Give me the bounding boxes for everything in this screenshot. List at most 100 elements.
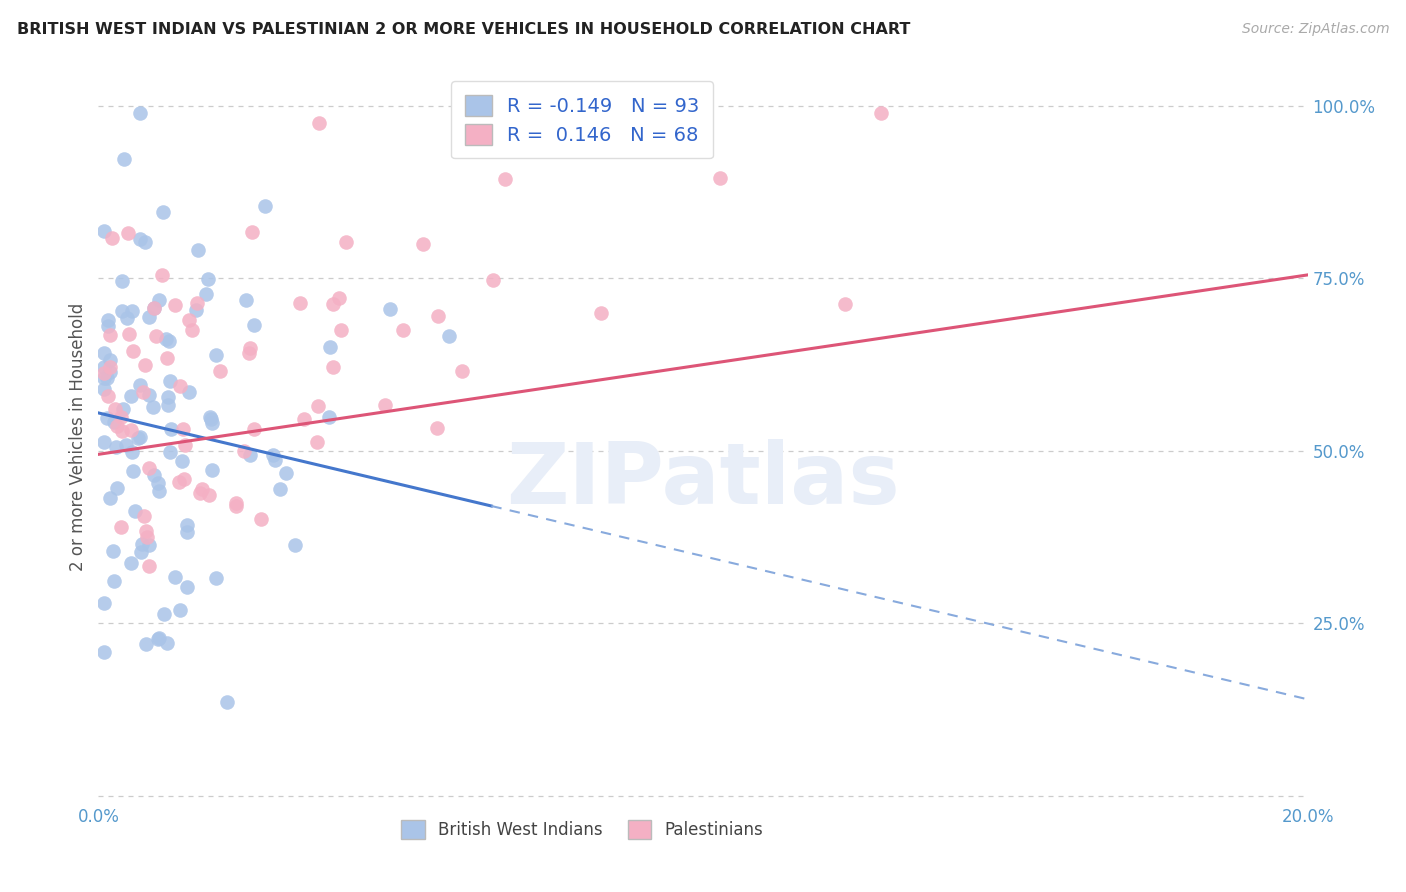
Point xyxy=(870,105,893,120)
Point xyxy=(378,301,401,316)
Point xyxy=(330,323,353,337)
Point xyxy=(163,570,186,584)
Point xyxy=(118,326,141,341)
Point xyxy=(318,409,340,424)
Point xyxy=(145,328,167,343)
Point xyxy=(138,310,160,324)
Point xyxy=(111,424,134,438)
Point xyxy=(138,539,160,553)
Point xyxy=(263,452,285,467)
Point xyxy=(173,472,195,486)
Point xyxy=(142,301,165,316)
Point xyxy=(97,312,120,326)
Point xyxy=(184,303,207,318)
Point xyxy=(200,412,222,426)
Point xyxy=(709,171,731,186)
Point xyxy=(143,468,166,483)
Point xyxy=(243,318,266,332)
Point xyxy=(150,268,173,282)
Point xyxy=(143,301,166,315)
Point xyxy=(148,632,170,646)
Point xyxy=(134,509,156,524)
Point xyxy=(121,303,143,318)
Point xyxy=(129,377,152,392)
Text: Source: ZipAtlas.com: Source: ZipAtlas.com xyxy=(1241,22,1389,37)
Point xyxy=(121,445,143,459)
Point xyxy=(174,438,197,452)
Point xyxy=(156,391,179,405)
Point xyxy=(157,398,180,412)
Point xyxy=(284,539,307,553)
Point xyxy=(122,464,145,478)
Point xyxy=(134,235,156,249)
Point xyxy=(288,296,311,310)
Point xyxy=(101,230,124,244)
Point xyxy=(129,544,152,558)
Point xyxy=(138,559,160,574)
Point xyxy=(276,466,298,480)
Point xyxy=(481,272,503,286)
Point xyxy=(103,415,125,429)
Point xyxy=(120,556,142,570)
Point xyxy=(93,360,115,375)
Point xyxy=(191,482,214,496)
Point xyxy=(177,384,200,399)
Point xyxy=(122,343,145,358)
Point xyxy=(148,631,170,645)
Point xyxy=(322,360,344,375)
Point xyxy=(98,352,121,367)
Point xyxy=(135,637,157,651)
Point xyxy=(93,224,115,238)
Point xyxy=(93,371,115,385)
Point xyxy=(169,602,191,616)
Point xyxy=(134,358,156,372)
Point xyxy=(335,235,357,249)
Point xyxy=(194,287,217,301)
Point xyxy=(93,434,115,449)
Point xyxy=(129,232,152,246)
Point xyxy=(198,488,221,502)
Point xyxy=(201,417,224,431)
Point xyxy=(103,574,125,588)
Point xyxy=(205,348,228,362)
Point xyxy=(169,379,191,393)
Point xyxy=(188,486,211,500)
Point xyxy=(159,374,181,388)
Point xyxy=(93,645,115,659)
Point xyxy=(111,274,134,288)
Point xyxy=(176,517,198,532)
Point xyxy=(110,304,132,318)
Point xyxy=(138,388,160,402)
Point xyxy=(111,402,134,417)
Point xyxy=(135,524,157,539)
Point xyxy=(93,382,115,396)
Point xyxy=(427,310,450,324)
Point xyxy=(105,419,128,434)
Point xyxy=(93,596,115,610)
Point xyxy=(103,544,125,558)
Point xyxy=(439,329,461,343)
Point xyxy=(155,332,177,346)
Point xyxy=(254,199,277,213)
Point xyxy=(96,411,118,425)
Point xyxy=(129,105,152,120)
Point xyxy=(198,410,221,425)
Point xyxy=(239,342,262,356)
Point xyxy=(308,115,330,129)
Point xyxy=(201,463,224,477)
Point xyxy=(104,402,127,417)
Point xyxy=(148,476,170,491)
Y-axis label: 2 or more Vehicles in Household: 2 or more Vehicles in Household xyxy=(69,303,87,571)
Point xyxy=(262,448,284,462)
Point xyxy=(159,445,181,459)
Point xyxy=(148,484,170,499)
Point xyxy=(451,364,474,378)
Point xyxy=(136,530,159,544)
Point xyxy=(98,360,121,375)
Point xyxy=(167,475,190,490)
Point xyxy=(96,371,118,385)
Point xyxy=(131,537,153,551)
Point xyxy=(412,237,434,252)
Point xyxy=(129,430,152,444)
Point xyxy=(132,384,155,399)
